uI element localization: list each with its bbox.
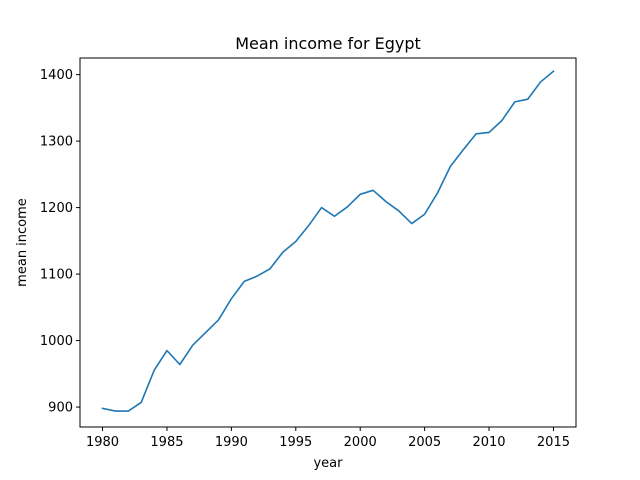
- series-line-0: [101, 70, 555, 412]
- x-tick-label-2000: 2000: [344, 435, 377, 450]
- chart-title: Mean income for Egypt: [235, 34, 421, 53]
- y-tick-label-1300: 1300: [40, 135, 73, 150]
- y-axis-ticks: 900 1000 1100 1200 1300 1400: [40, 68, 80, 416]
- y-axis-label: mean income: [15, 198, 30, 287]
- y-tick-label-1000: 1000: [40, 334, 73, 349]
- x-axis-ticks: 1980 1985 1990 1995 2000 2005 2010 2015: [86, 427, 570, 450]
- y-tick-label-1400: 1400: [40, 68, 73, 83]
- plot-area: [101, 70, 555, 412]
- y-tick-label-1100: 1100: [40, 268, 73, 283]
- y-tick-label-1200: 1200: [40, 201, 73, 216]
- x-tick-label-1985: 1985: [150, 435, 183, 450]
- x-tick-label-1980: 1980: [86, 435, 119, 450]
- x-tick-label-1990: 1990: [215, 435, 248, 450]
- y-tick-label-900: 900: [48, 401, 73, 416]
- x-tick-label-2010: 2010: [472, 435, 505, 450]
- x-tick-label-2015: 2015: [537, 435, 570, 450]
- axes-frame: [79, 57, 577, 428]
- x-tick-label-2005: 2005: [408, 435, 441, 450]
- x-axis-label: year: [313, 456, 343, 471]
- x-tick-label-1995: 1995: [279, 435, 312, 450]
